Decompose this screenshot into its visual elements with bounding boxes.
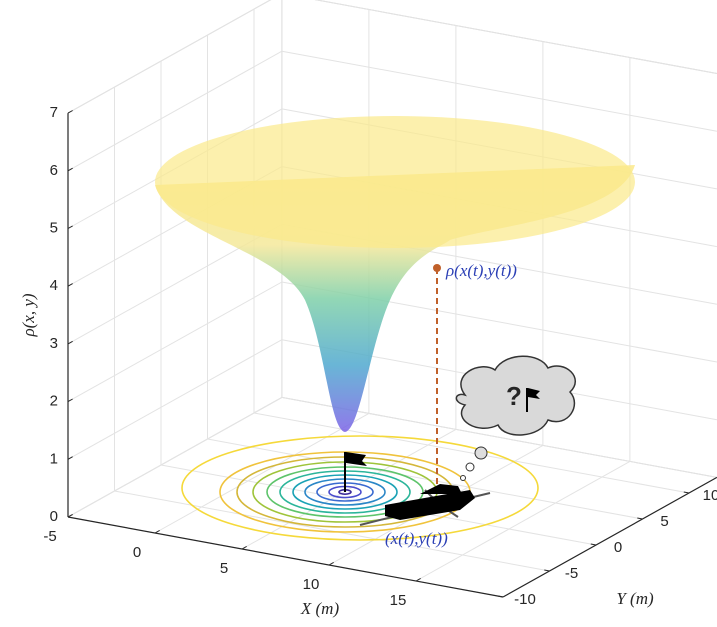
x-axis-label: X (m) bbox=[300, 599, 340, 618]
tick-mark bbox=[67, 167, 73, 172]
z-tick-label: 2 bbox=[50, 393, 58, 410]
x-tick-label: -5 bbox=[43, 528, 56, 545]
grid-line bbox=[67, 396, 283, 518]
x-axis-line bbox=[67, 516, 504, 598]
illustration: ? ρ(x(t),y(t)) (x(t),y(t)) bbox=[155, 116, 635, 548]
x-tick-label: 5 bbox=[220, 560, 228, 577]
grid-line bbox=[415, 460, 631, 582]
z-tick-label: 1 bbox=[50, 450, 58, 467]
grid-line bbox=[253, 412, 690, 494]
grid-line bbox=[314, 0, 717, 74]
y-tick-label: 0 bbox=[614, 539, 622, 556]
y-axis-label: Y (m) bbox=[616, 589, 654, 608]
z-tick-label: 0 bbox=[50, 508, 58, 525]
x-tick-label: 15 bbox=[390, 592, 407, 609]
bubble-dot bbox=[465, 462, 475, 472]
z-tick-label: 7 bbox=[50, 104, 58, 121]
z-tick-label: 5 bbox=[50, 219, 58, 236]
grid-line bbox=[207, 438, 643, 520]
tick-mark bbox=[67, 225, 73, 229]
boat bbox=[385, 484, 475, 520]
grid-line bbox=[154, 412, 370, 534]
tick-mark bbox=[67, 398, 73, 403]
x-tick-label: 10 bbox=[303, 576, 320, 593]
z-tick-label: 3 bbox=[50, 335, 58, 352]
thought-flag bbox=[528, 388, 540, 399]
tick-mark bbox=[67, 110, 73, 114]
tick-mark bbox=[67, 340, 73, 345]
y-tick-label: 5 bbox=[660, 513, 668, 530]
y-axis-line bbox=[502, 476, 717, 598]
contour bbox=[181, 435, 539, 541]
y-tick-label: -10 bbox=[514, 591, 536, 608]
flag bbox=[346, 452, 367, 466]
y-tick-label: 10 bbox=[703, 487, 717, 504]
z-axis-label: ρ(x, y) bbox=[19, 293, 38, 337]
grid-line bbox=[67, 281, 283, 403]
tick-mark bbox=[67, 283, 73, 287]
grid-line bbox=[114, 490, 550, 572]
grid-line bbox=[67, 50, 283, 172]
x-tick-label: 0 bbox=[133, 544, 141, 561]
y-tick-label: -5 bbox=[565, 565, 578, 582]
box-edge bbox=[314, 0, 717, 74]
box-edge bbox=[67, 0, 272, 114]
thought-cloud bbox=[455, 355, 576, 436]
bubble-dot bbox=[474, 446, 488, 460]
thought-text: ? bbox=[506, 381, 522, 411]
surface-point bbox=[433, 264, 441, 272]
bubble-dot bbox=[460, 475, 466, 481]
surface-top bbox=[155, 116, 635, 248]
grid-line bbox=[67, 0, 272, 114]
z-tick-label: 4 bbox=[50, 277, 58, 294]
grid-line bbox=[281, 50, 717, 132]
grid-line bbox=[241, 428, 457, 550]
z-tick-label: 6 bbox=[50, 162, 58, 179]
surface-point-label: ρ(x(t),y(t)) bbox=[445, 261, 517, 280]
tick-mark bbox=[67, 456, 73, 460]
position-label: (x(t),y(t)) bbox=[385, 529, 448, 548]
grid-line bbox=[67, 339, 283, 460]
